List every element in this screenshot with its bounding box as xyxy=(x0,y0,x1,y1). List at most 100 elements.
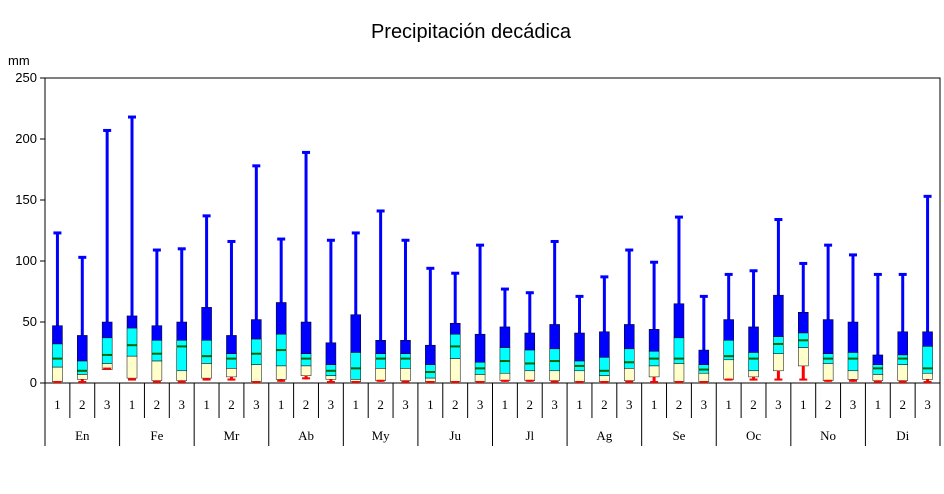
box-p25-p75 xyxy=(226,353,237,369)
decade-tick-label: 1 xyxy=(353,397,360,412)
box-p10-p25 xyxy=(325,375,337,380)
box-p10-p25 xyxy=(922,372,933,380)
box-p10-p25 xyxy=(599,375,610,383)
decade-tick-label: 1 xyxy=(576,397,583,412)
decade-tick-label: 2 xyxy=(79,397,86,412)
box-p75-p90 xyxy=(151,325,163,341)
box-p25-p75 xyxy=(549,348,560,372)
plot-area: 0 50 100 150 200 250 1 2 3 1 2 3 1 2 3 1 2 3 1 2 3 1 2 3 1 2 3 1 2 3 1… xyxy=(15,70,941,446)
box-p10-p25 xyxy=(499,372,511,381)
decade-tick-label: 1 xyxy=(203,397,210,412)
box-p75-p90 xyxy=(872,354,884,365)
y-tick-label: 50 xyxy=(23,314,37,329)
month-label: Di xyxy=(896,428,909,443)
decade-tick-label: 1 xyxy=(725,397,732,412)
box-p10-p25 xyxy=(226,368,237,378)
box-p10-p25 xyxy=(773,353,784,372)
decade-tick-label: 3 xyxy=(104,397,111,412)
y-tick-label: 100 xyxy=(15,253,37,268)
box-p75-p90 xyxy=(350,314,362,353)
box-p25-p75 xyxy=(375,353,386,369)
month-label: No xyxy=(820,428,836,443)
month-label: Fe xyxy=(150,428,163,443)
box-p25-p75 xyxy=(350,352,362,380)
chart-title: Precipitación decádica xyxy=(371,21,572,43)
box-p10-p25 xyxy=(872,374,884,381)
decade-tick-label: 2 xyxy=(303,397,310,412)
decade-tick-label: 3 xyxy=(178,397,185,412)
box-p10-p25 xyxy=(723,359,734,380)
box-p10-p25 xyxy=(847,370,859,380)
month-label: Se xyxy=(672,428,685,443)
decade-tick-label: 2 xyxy=(452,397,459,412)
box-p25-p75 xyxy=(101,337,113,364)
box-p25-p75 xyxy=(151,340,163,362)
decade-tick-label: 3 xyxy=(924,397,931,412)
box-p10-p25 xyxy=(275,365,287,380)
box-p25-p75 xyxy=(126,327,138,357)
box-p25-p75 xyxy=(52,343,63,368)
box-p25-p75 xyxy=(773,336,784,354)
box-p75-p90 xyxy=(101,321,113,339)
decade-tick-label: 2 xyxy=(154,397,161,412)
box-p75-p90 xyxy=(723,319,734,341)
y-tick-label: 0 xyxy=(30,375,37,390)
box-p75-p90 xyxy=(77,335,88,362)
box-p75-p90 xyxy=(773,294,784,337)
y-tick-label: 200 xyxy=(15,131,37,146)
decade-tick-label: 2 xyxy=(527,397,534,412)
decade-tick-label: 1 xyxy=(427,397,434,412)
box-p75-p90 xyxy=(474,333,486,363)
y-tick-label: 150 xyxy=(15,192,37,207)
box-p10-p25 xyxy=(201,363,212,379)
decade-tick-label: 3 xyxy=(626,397,633,412)
decade-tick-label: 1 xyxy=(875,397,882,412)
decade-tick-label: 1 xyxy=(800,397,807,412)
box-p25-p75 xyxy=(748,352,759,372)
month-label: Mr xyxy=(224,428,241,443)
decade-tick-label: 3 xyxy=(701,397,708,412)
box-p10-p25 xyxy=(574,370,585,383)
decade-tick-label: 1 xyxy=(651,397,658,412)
decade-tick-label: 2 xyxy=(228,397,235,412)
box-p75-p90 xyxy=(251,319,262,340)
box-p10-p25 xyxy=(52,366,63,383)
decade-tick-label: 2 xyxy=(899,397,906,412)
box-p10-p25 xyxy=(474,374,486,383)
box-p75-p90 xyxy=(673,303,685,339)
decade-tick-label: 2 xyxy=(377,397,384,412)
box-p10-p25 xyxy=(524,370,536,381)
box-p75-p90 xyxy=(201,307,212,341)
box-p10-p25 xyxy=(400,368,411,381)
month-label: Ag xyxy=(596,428,612,443)
box-p10-p25 xyxy=(375,368,386,381)
box-p25-p75 xyxy=(599,357,610,376)
box-p75-p90 xyxy=(524,332,536,351)
decade-tick-label: 2 xyxy=(750,397,757,412)
box-p25-p75 xyxy=(847,352,859,372)
month-label: Ab xyxy=(298,428,314,443)
box-p25-p75 xyxy=(897,354,908,365)
box-p10-p25 xyxy=(251,364,262,383)
decade-tick-label: 3 xyxy=(551,397,558,412)
decade-tick-label: 3 xyxy=(402,397,409,412)
box-p75-p90 xyxy=(400,340,411,354)
box-p10-p25 xyxy=(151,360,163,381)
box-p75-p90 xyxy=(126,315,138,329)
box-p10-p25 xyxy=(101,363,113,370)
box-p25-p75 xyxy=(623,348,635,369)
box-p10-p25 xyxy=(673,363,685,383)
decade-tick-label: 1 xyxy=(129,397,136,412)
box-p75-p90 xyxy=(300,321,312,354)
box-p10-p25 xyxy=(77,374,88,380)
box-p75-p90 xyxy=(822,319,834,354)
box-p25-p75 xyxy=(872,364,884,375)
decade-tick-label: 1 xyxy=(54,397,61,412)
box-p25-p75 xyxy=(673,337,685,364)
box-p75-p90 xyxy=(226,335,237,354)
box-p25-p75 xyxy=(77,360,88,375)
box-p75-p90 xyxy=(648,329,660,352)
box-p25-p75 xyxy=(400,353,411,369)
box-p10-p25 xyxy=(748,370,759,378)
